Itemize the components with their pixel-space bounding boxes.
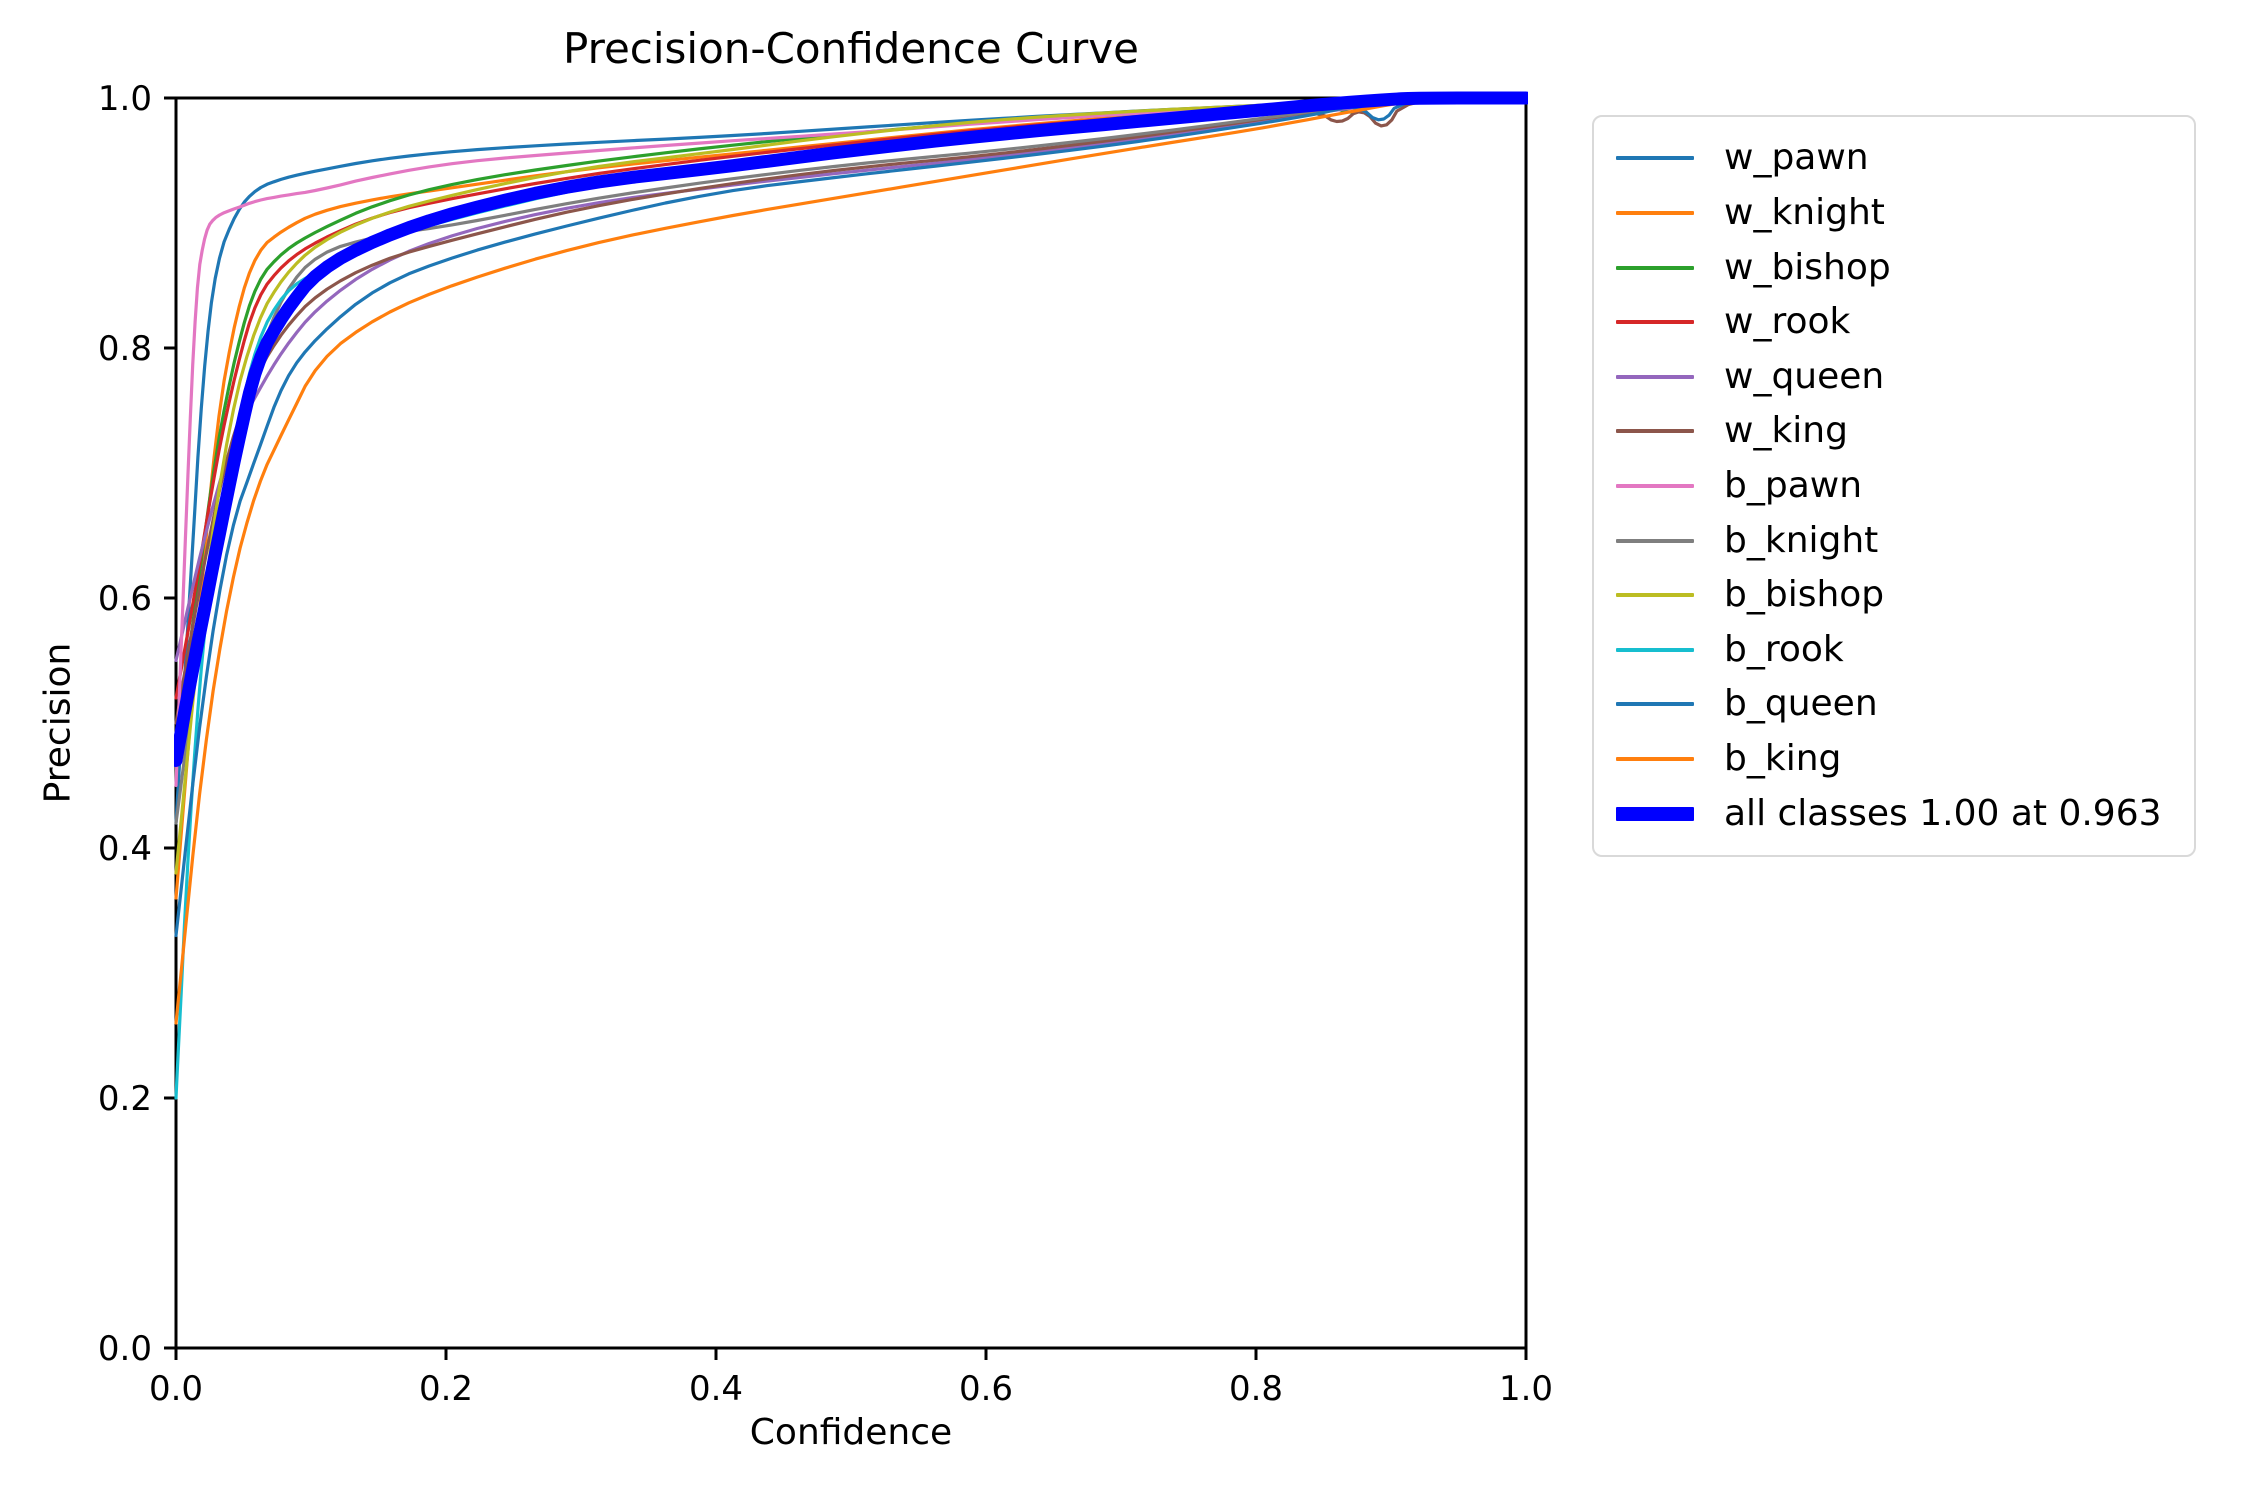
curve-w-rook [174, 96, 1528, 700]
y-tick-label: 0.2 [98, 1079, 152, 1119]
axes-frame [174, 96, 1528, 1350]
legend-label: b_bishop [1724, 574, 1885, 616]
legend-label: b_knight [1724, 519, 1879, 561]
curve-w-pawn [174, 96, 1528, 825]
chart-title: Precision-Confidence Curve [563, 24, 1139, 73]
x-axis-label: Confidence [749, 1412, 953, 1453]
legend-swatch [1616, 374, 1694, 379]
curve-b-knight [174, 96, 1528, 825]
curve-b-bishop [174, 96, 1528, 875]
legend-item-b-bishop: b_bishop [1616, 577, 2172, 613]
legend-item-b-rook: b_rook [1616, 628, 2172, 670]
legend-item-w-pawn: w_pawn [1616, 140, 2172, 176]
curve-b-queen [174, 96, 1528, 938]
x-tick-label: 0.6 [959, 1369, 1013, 1409]
legend-label: all classes 1.00 at 0.963 [1724, 792, 2162, 834]
y-tick-label: 0.0 [98, 1329, 152, 1369]
y-tick-label: 1.0 [98, 79, 152, 119]
legend-swatch [1616, 806, 1694, 821]
curve-w-queen [174, 96, 1528, 663]
y-tick-label: 0.8 [98, 329, 152, 369]
legend-swatch [1616, 757, 1694, 761]
legend-label: w_bishop [1724, 246, 1891, 288]
x-tick-label: 0.8 [1229, 1369, 1283, 1409]
legend-swatch [1616, 210, 1694, 215]
legend-label: w_king [1724, 410, 1848, 452]
legend-item-w-knight: w_knight [1616, 191, 2172, 233]
legend-item-b-queen: b_queen [1616, 686, 2172, 722]
curve-b-rook [174, 96, 1528, 1100]
y-tick-label: 0.4 [98, 829, 152, 869]
legend-item-all-classes-1-00-at-0-963: all classes 1.00 at 0.963 [1616, 792, 2172, 834]
legend-label: w_rook [1724, 301, 1851, 343]
legend-label: b_king [1724, 738, 1842, 779]
legend-swatch [1616, 593, 1694, 598]
legend-item-w-king: w_king [1616, 413, 2172, 449]
legend-item-b-king: b_king [1616, 741, 2172, 777]
x-tick-label: 0.0 [149, 1369, 203, 1409]
legend-swatch [1616, 538, 1694, 543]
curve-w-knight [174, 96, 1528, 900]
legend-swatch [1616, 647, 1694, 652]
x-tick-label: 0.4 [689, 1369, 743, 1409]
legend: w_pawn w_knight w_bishop w_rook w_queen w_kin… [1592, 115, 2196, 857]
curve-all-classes [174, 91, 1528, 767]
legend-label: b_pawn [1724, 464, 1863, 506]
legend-label: w_queen [1724, 355, 1885, 397]
legend-item-b-pawn: b_pawn [1616, 464, 2172, 506]
y-axis-label: Precision [37, 642, 79, 804]
legend-item-b-knight: b_knight [1616, 519, 2172, 561]
legend-swatch [1616, 429, 1694, 434]
curve-w-king [174, 96, 1528, 725]
legend-swatch [1616, 156, 1694, 161]
legend-swatch [1616, 702, 1694, 707]
legend-item-w-bishop: w_bishop [1616, 246, 2172, 288]
legend-swatch [1616, 483, 1694, 488]
curve-b-king [174, 96, 1528, 1025]
legend-label: w_knight [1724, 191, 1885, 233]
legend-label: w_pawn [1724, 137, 1869, 179]
legend-label: b_queen [1724, 683, 1878, 725]
legend-item-w-queen: w_queen [1616, 355, 2172, 397]
x-tick-label: 1.0 [1499, 1369, 1553, 1409]
y-tick-label: 0.6 [98, 579, 152, 619]
legend-swatch [1616, 265, 1694, 270]
legend-swatch [1616, 320, 1694, 325]
x-tick-label: 0.2 [419, 1369, 473, 1409]
legend-item-w-rook: w_rook [1616, 304, 2172, 340]
curve-b-pawn [174, 96, 1528, 788]
legend-label: b_rook [1724, 628, 1844, 670]
